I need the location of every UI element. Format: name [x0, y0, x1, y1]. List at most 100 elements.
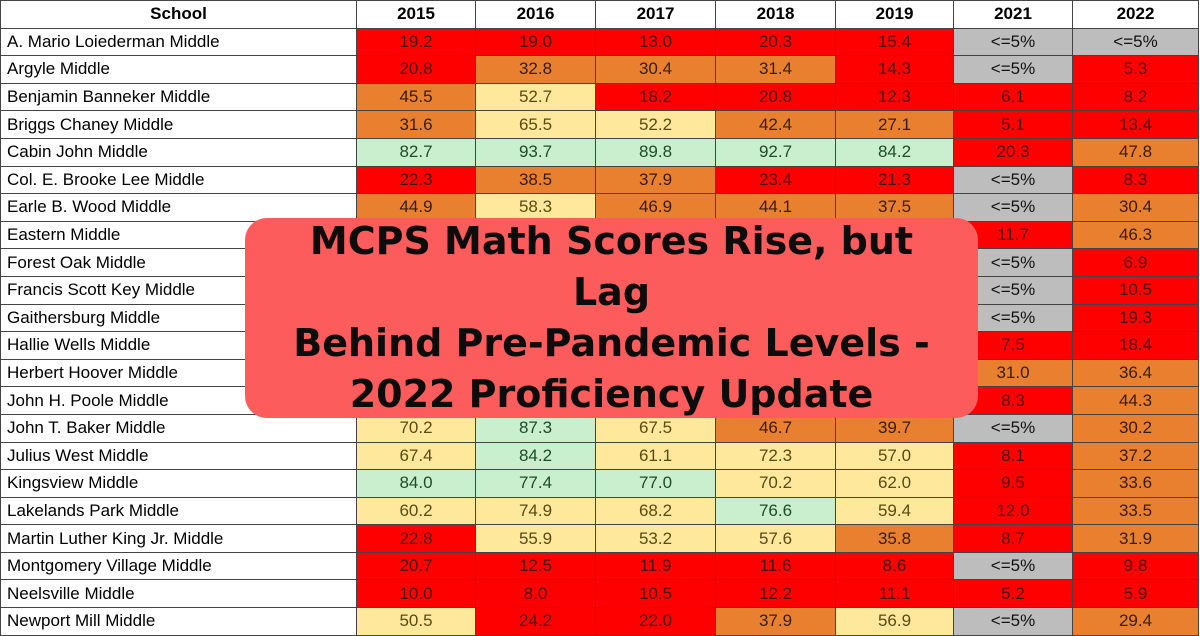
score-cell-2022: 13.4: [1072, 110, 1199, 139]
score-cell-2016: 32.8: [475, 55, 596, 84]
table-row: Briggs Chaney Middle 31.6 65.5 52.2 42.4 27.1…: [0, 110, 1199, 139]
table-row: Kingsview Middle 84.0 77.4 77.0 70.2 62.0 9.5 3…: [0, 469, 1199, 498]
headline-banner: MCPS Math Scores Rise, but Lag Behind Pr…: [245, 218, 978, 418]
score-cell-2015: 10.0: [356, 579, 476, 609]
score-cell-2015: 60.2: [356, 496, 476, 526]
header-year-2015: 2015: [356, 0, 476, 29]
header-year-2021: 2021: [953, 0, 1073, 29]
score-cell-2022: 5.3: [1072, 55, 1199, 84]
score-cell-2016: 93.7: [475, 137, 596, 167]
table-row: Argyle Middle 20.8 32.8 30.4 31.4 14.3 <=5% 5.3: [0, 55, 1199, 84]
score-cell-2015: 22.8: [356, 524, 476, 553]
table-row: Montgomery Village Middle 20.7 12.5 11.9 11.…: [0, 551, 1199, 581]
score-cell-2018: 20.3: [715, 27, 836, 57]
table-row: Martin Luther King Jr. Middle 22.8 55.9 53.…: [0, 524, 1199, 553]
score-cell-2021: 9.5: [953, 469, 1073, 498]
score-cell-2019: 37.5: [835, 193, 954, 222]
school-name-cell: Martin Luther King Jr. Middle: [0, 524, 357, 553]
score-cell-2019: 8.6: [835, 551, 954, 581]
score-cell-2019: 12.3: [835, 82, 954, 112]
score-cell-2016: 12.5: [475, 551, 596, 581]
table-row: John T. Baker Middle 70.2 87.3 67.5 46.7 39.7…: [0, 413, 1199, 443]
score-cell-2019: 27.1: [835, 110, 954, 139]
school-name-cell: Neelsville Middle: [0, 579, 357, 609]
score-cell-2018: 42.4: [715, 110, 836, 139]
score-cell-2022: 36.4: [1072, 358, 1199, 388]
score-cell-2015: 44.9: [356, 193, 476, 222]
school-name-cell: Briggs Chaney Middle: [0, 110, 357, 139]
score-cell-2021: 6.1: [953, 82, 1073, 112]
header-year-2017: 2017: [595, 0, 716, 29]
table-row: Julius West Middle 67.4 84.2 61.1 72.3 57.0 8.…: [0, 441, 1199, 471]
score-cell-2016: 55.9: [475, 524, 596, 553]
score-cell-2022: <=5%: [1072, 27, 1199, 57]
score-cell-2017: 68.2: [595, 496, 716, 526]
score-cell-2016: 8.0: [475, 579, 596, 609]
school-name-cell: Argyle Middle: [0, 55, 357, 84]
score-cell-2019: 15.4: [835, 27, 954, 57]
score-cell-2017: 67.5: [595, 413, 716, 443]
score-cell-2017: 61.1: [595, 441, 716, 471]
header-year-2018: 2018: [715, 0, 836, 29]
school-name-cell: John T. Baker Middle: [0, 413, 357, 443]
score-cell-2017: 52.2: [595, 110, 716, 139]
score-cell-2016: 24.2: [475, 607, 596, 636]
score-cell-2015: 20.8: [356, 55, 476, 84]
score-cell-2022: 31.9: [1072, 524, 1199, 553]
table-row: Neelsville Middle 10.0 8.0 10.5 12.2 11.1 5.2 5…: [0, 579, 1199, 609]
table-row: Cabin John Middle 82.7 93.7 89.8 92.7 84.2 20.…: [0, 137, 1199, 167]
table-row: A. Mario Loiederman Middle 19.2 19.0 13.0 20…: [0, 27, 1199, 57]
score-cell-2019: 59.4: [835, 496, 954, 526]
score-cell-2018: 11.6: [715, 551, 836, 581]
header-school: School: [0, 0, 357, 29]
score-cell-2022: 19.3: [1072, 303, 1199, 333]
score-cell-2019: 57.0: [835, 441, 954, 471]
score-cell-2018: 44.1: [715, 193, 836, 222]
score-cell-2021: <=5%: [953, 27, 1073, 57]
score-cell-2022: 18.4: [1072, 331, 1199, 360]
score-cell-2017: 37.9: [595, 165, 716, 195]
score-cell-2015: 20.7: [356, 551, 476, 581]
score-cell-2022: 9.8: [1072, 551, 1199, 581]
header-year-2019: 2019: [835, 0, 954, 29]
score-cell-2019: 11.1: [835, 579, 954, 609]
table-header-row: School 2015 2016 2017 2018 2019 2021 2022: [0, 0, 1199, 29]
table-row: Newport Mill Middle 50.5 24.2 22.0 37.9 56.9 <…: [0, 607, 1199, 636]
score-cell-2016: 74.9: [475, 496, 596, 526]
school-name-cell: Lakelands Park Middle: [0, 496, 357, 526]
score-cell-2015: 84.0: [356, 469, 476, 498]
score-cell-2021: 12.0: [953, 496, 1073, 526]
score-cell-2017: 13.0: [595, 27, 716, 57]
score-cell-2019: 62.0: [835, 469, 954, 498]
score-cell-2018: 92.7: [715, 137, 836, 167]
score-cell-2015: 67.4: [356, 441, 476, 471]
score-cell-2022: 44.3: [1072, 386, 1199, 415]
table-row: Col. E. Brooke Lee Middle 22.3 38.5 37.9 23.…: [0, 165, 1199, 195]
score-cell-2021: 20.3: [953, 137, 1073, 167]
score-cell-2017: 77.0: [595, 469, 716, 498]
score-cell-2017: 89.8: [595, 137, 716, 167]
score-cell-2017: 18.2: [595, 82, 716, 112]
score-cell-2018: 20.8: [715, 82, 836, 112]
school-name-cell: Cabin John Middle: [0, 137, 357, 167]
score-cell-2016: 77.4: [475, 469, 596, 498]
score-cell-2018: 37.9: [715, 607, 836, 636]
score-cell-2015: 31.6: [356, 110, 476, 139]
score-cell-2016: 65.5: [475, 110, 596, 139]
score-cell-2019: 39.7: [835, 413, 954, 443]
score-cell-2018: 57.6: [715, 524, 836, 553]
header-year-2022: 2022: [1072, 0, 1199, 29]
score-cell-2017: 10.5: [595, 579, 716, 609]
score-cell-2022: 33.6: [1072, 469, 1199, 498]
score-cell-2018: 76.6: [715, 496, 836, 526]
score-cell-2015: 70.2: [356, 413, 476, 443]
score-cell-2022: 6.9: [1072, 248, 1199, 277]
school-name-cell: Newport Mill Middle: [0, 607, 357, 636]
score-cell-2016: 38.5: [475, 165, 596, 195]
score-cell-2018: 23.4: [715, 165, 836, 195]
school-name-cell: Benjamin Banneker Middle: [0, 82, 357, 112]
score-cell-2019: 21.3: [835, 165, 954, 195]
header-year-2016: 2016: [475, 0, 596, 29]
headline-text: MCPS Math Scores Rise, but Lag Behind Pr…: [265, 216, 958, 420]
score-cell-2019: 84.2: [835, 137, 954, 167]
